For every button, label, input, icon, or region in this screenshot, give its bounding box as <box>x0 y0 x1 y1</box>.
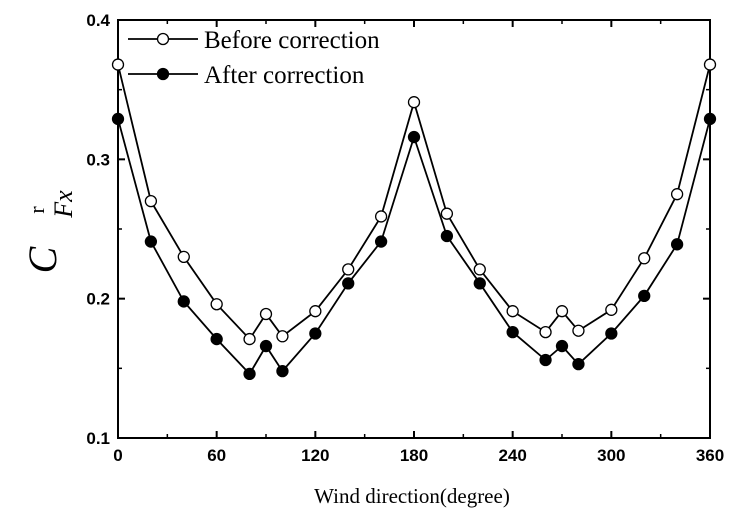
legend-label: Before correction <box>204 27 380 54</box>
data-point-filled <box>144 235 158 248</box>
data-point-open <box>670 188 684 201</box>
data-point-open <box>111 58 125 71</box>
data-point-open <box>342 263 355 276</box>
series-1 <box>111 58 717 346</box>
data-point-open <box>473 263 486 276</box>
x-axis-label: Wind direction(degree) <box>314 484 510 508</box>
data-point-open <box>407 96 421 109</box>
data-point-open <box>144 194 158 208</box>
y-axis-label-main: C <box>20 245 65 273</box>
legend-label: After correction <box>204 62 365 89</box>
data-point-open <box>506 305 519 318</box>
x-tick-label: 300 <box>597 446 625 465</box>
x-axis: 0 60 120 180 240 300 360 <box>113 20 724 465</box>
y-axis: 0.1 0.2 0.3 0.4 <box>86 11 710 448</box>
legend-marker <box>156 32 170 46</box>
data-point-filled <box>572 358 585 371</box>
series-layer <box>111 58 717 381</box>
data-point-filled <box>276 364 289 378</box>
data-point-filled <box>638 289 651 303</box>
series-line <box>117 118 711 376</box>
y-tick-label: 0.4 <box>86 11 110 30</box>
data-point-open <box>703 58 717 71</box>
data-point-filled <box>605 327 618 340</box>
data-point-filled <box>703 112 717 126</box>
x-tick-label: 120 <box>301 446 329 465</box>
legend-item: Before correction <box>128 27 380 54</box>
data-point-open <box>177 250 190 264</box>
data-point-filled <box>309 327 322 340</box>
y-axis-label: C Fx r <box>20 190 78 274</box>
data-point-filled <box>506 325 519 339</box>
x-tick-label: 0 <box>113 446 122 465</box>
data-point-filled <box>111 112 125 126</box>
data-point-filled <box>210 332 223 346</box>
legend-marker <box>156 67 170 81</box>
y-tick-label: 0.2 <box>86 290 110 309</box>
data-point-filled <box>555 339 569 353</box>
data-point-filled <box>342 277 355 290</box>
data-point-open <box>374 210 388 223</box>
data-point-filled <box>259 339 273 353</box>
data-point-filled <box>243 367 256 381</box>
data-point-open <box>276 330 289 343</box>
series-2 <box>111 112 717 381</box>
data-point-filled <box>539 353 552 367</box>
legend: Before correction After correction <box>128 27 380 89</box>
data-point-open <box>259 307 273 321</box>
legend-item: After correction <box>128 62 365 89</box>
x-tick-label: 60 <box>207 446 226 465</box>
data-point-open <box>309 305 322 318</box>
data-point-open <box>555 305 569 318</box>
data-point-open <box>638 252 651 265</box>
data-point-filled <box>407 130 421 144</box>
y-tick-label: 0.1 <box>86 429 110 448</box>
data-point-open <box>605 303 618 316</box>
data-point-open <box>243 332 256 346</box>
y-axis-label-sup: r <box>24 206 49 214</box>
data-point-filled <box>473 277 486 290</box>
y-tick-label: 0.3 <box>86 150 110 169</box>
x-tick-label: 180 <box>400 446 428 465</box>
x-tick-label: 360 <box>696 446 724 465</box>
data-point-open <box>210 298 223 311</box>
data-point-open <box>539 325 552 339</box>
data-point-open <box>440 207 454 220</box>
data-point-open <box>572 324 585 337</box>
data-point-filled <box>177 295 190 308</box>
y-axis-label-sub: Fx <box>49 190 78 219</box>
data-point-filled <box>440 229 454 243</box>
x-tick-label: 240 <box>498 446 526 465</box>
data-point-filled <box>670 238 684 251</box>
data-point-filled <box>374 235 388 248</box>
